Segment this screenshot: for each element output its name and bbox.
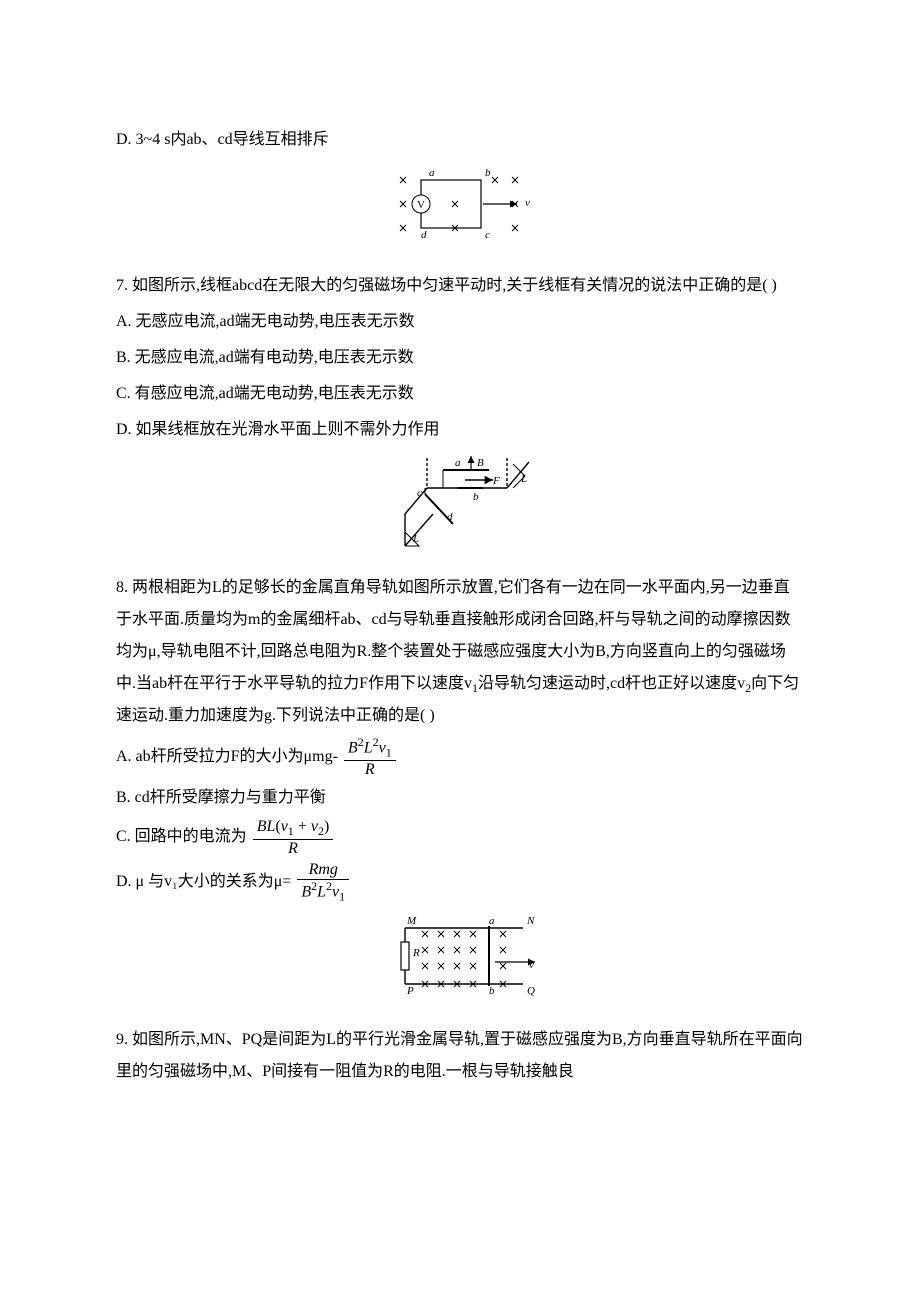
svg-text:d: d	[447, 511, 453, 523]
q8-d-pre: D. μ 与v₁大小的关系为μ=	[116, 873, 291, 890]
svg-text:b: b	[473, 491, 479, 503]
svg-text:v: v	[525, 197, 530, 209]
q8-d-frac: Rmg B2L2v1	[297, 861, 349, 903]
q7-opt-d: D. 如果线框放在光滑水平面上则不需外力作用	[116, 414, 804, 446]
svg-text:B: B	[477, 457, 484, 469]
fig7-svg: Va b c d v	[385, 164, 535, 248]
svg-text:N: N	[526, 915, 535, 927]
svg-text:V: V	[417, 199, 425, 211]
figure-q9: M Na P Qb Rv	[116, 912, 804, 1014]
q7-opt-b: B. 无感应电流,ad端有电动势,电压表无示数	[116, 342, 804, 374]
q7-opt-a: A. 无感应电流,ad端无电动势,电压表无示数	[116, 306, 804, 338]
svg-text:c: c	[417, 487, 422, 499]
svg-text:d: d	[421, 229, 427, 241]
q8-c-frac: BL(v1 + v2) R	[253, 818, 334, 857]
q9-stem: 9. 如图所示,MN、PQ是间距为L的平行光滑金属导轨,置于磁感应强度为B,方向…	[116, 1024, 804, 1088]
svg-text:b: b	[485, 167, 491, 179]
q8-opt-a: A. ab杆所受拉力F的大小为μmg- B2L2v1 R	[116, 736, 804, 778]
svg-text:R: R	[412, 947, 420, 959]
svg-text:L: L	[520, 473, 527, 485]
svg-text:b: b	[489, 985, 495, 997]
svg-text:L: L	[412, 533, 419, 545]
q8-opt-b: B. cd杆所受摩擦力与重力平衡	[116, 782, 804, 814]
q7-opt-c: C. 有感应电流,ad端无电动势,电压表无示数	[116, 378, 804, 410]
q8-stem-part2: 沿导轨匀速运动时,cd杆也正好以速度v	[478, 675, 745, 692]
fig9-svg: M Na P Qb Rv	[375, 912, 545, 1002]
q8-stem: 8. 两根相距为L的足够长的金属直角导轨如图所示放置,它们各有一边在同一水平面内…	[116, 572, 804, 732]
svg-text:M: M	[406, 915, 417, 927]
svg-text:a: a	[455, 457, 461, 469]
svg-text:P: P	[406, 985, 414, 997]
q8-a-frac: B2L2v1 R	[344, 736, 396, 778]
fig8-svg: a BFb c d L L	[375, 454, 545, 550]
svg-text:F: F	[492, 475, 500, 487]
figure-q7: Va b c d v	[116, 164, 804, 260]
svg-text:Q: Q	[527, 985, 535, 997]
figure-q8: a BFb c d L L	[116, 454, 804, 562]
q8-opt-d: D. μ 与v₁大小的关系为μ= Rmg B2L2v1	[116, 861, 804, 903]
q6-opt-d: D. 3~4 s内ab、cd导线互相排斥	[116, 124, 804, 156]
svg-text:c: c	[485, 229, 490, 241]
q8-c-pre: C. 回路中的电流为	[116, 829, 247, 846]
q7-stem: 7. 如图所示,线框abcd在无限大的匀强磁场中匀速平动时,关于线框有关情况的说…	[116, 270, 804, 302]
svg-text:a: a	[429, 167, 435, 179]
svg-text:a: a	[489, 915, 495, 927]
svg-text:v: v	[529, 959, 534, 971]
q8-a-pre: A. ab杆所受拉力F的大小为μmg-	[116, 748, 338, 765]
q8-opt-c: C. 回路中的电流为 BL(v1 + v2) R	[116, 818, 804, 857]
